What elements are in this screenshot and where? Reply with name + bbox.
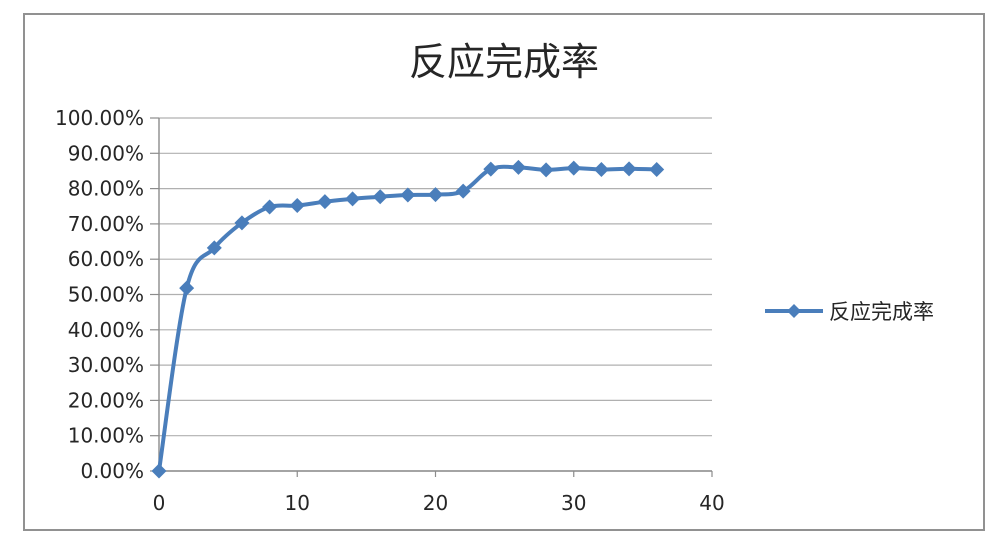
data-point-marker-icon[interactable] xyxy=(566,160,582,176)
x-axis-labels: 0 10 20 30 40 xyxy=(153,491,725,515)
x-tick-label: 0 xyxy=(153,491,166,515)
y-tick-label: 0.00% xyxy=(80,459,144,483)
data-point-marker-icon[interactable] xyxy=(345,191,361,207)
x-tick-label: 20 xyxy=(423,491,448,515)
data-point-marker-icon[interactable] xyxy=(455,183,471,199)
data-point-marker-icon[interactable] xyxy=(593,162,609,178)
data-point-marker-icon[interactable] xyxy=(538,162,554,178)
y-tick-label: 20.00% xyxy=(68,388,144,412)
data-point-marker-icon[interactable] xyxy=(289,198,305,214)
y-tick-label: 100.00% xyxy=(55,106,144,130)
y-tick-label: 70.00% xyxy=(68,212,144,236)
y-tick-label: 80.00% xyxy=(68,177,144,201)
legend-label: 反应完成率 xyxy=(829,300,934,324)
y-tick-label: 40.00% xyxy=(68,318,144,342)
chart-title[interactable]: 反应完成率 xyxy=(409,40,599,84)
data-point-marker-icon[interactable] xyxy=(483,161,499,177)
y-tick-label: 30.00% xyxy=(68,353,144,377)
data-point-marker-icon[interactable] xyxy=(510,159,526,175)
data-point-marker-icon[interactable] xyxy=(206,240,222,256)
x-tick-label: 30 xyxy=(561,491,586,515)
chart-border[interactable] xyxy=(23,13,985,531)
data-point-marker-icon[interactable] xyxy=(400,187,416,203)
data-point-marker-icon[interactable] xyxy=(621,161,637,177)
line-chart: 反应完成率 0.00% 10.00% 20.00% 30.00% 40.00% 50.00%… xyxy=(23,13,985,531)
data-point-marker-icon[interactable] xyxy=(428,187,443,203)
y-tick-label: 60.00% xyxy=(68,247,144,271)
y-tick-label: 90.00% xyxy=(68,141,144,165)
x-tick-label: 10 xyxy=(285,491,310,515)
y-tick-label: 10.00% xyxy=(68,424,144,448)
data-point-marker-icon[interactable] xyxy=(234,215,250,231)
legend[interactable]: 反应完成率 xyxy=(765,300,934,324)
data-point-marker-icon[interactable] xyxy=(151,463,167,479)
series-group xyxy=(151,159,665,479)
y-tick-label: 50.00% xyxy=(68,283,144,307)
data-point-marker-icon[interactable] xyxy=(649,162,665,178)
data-point-marker-icon[interactable] xyxy=(179,280,195,296)
legend-diamond-marker-icon xyxy=(787,304,801,318)
y-axis-labels: 0.00% 10.00% 20.00% 30.00% 40.00% 50.00% 60.00… xyxy=(55,106,144,483)
data-point-marker-icon[interactable] xyxy=(372,189,388,205)
data-point-marker-icon[interactable] xyxy=(262,199,278,215)
x-tick-label: 40 xyxy=(699,491,724,515)
data-point-marker-icon[interactable] xyxy=(317,194,333,210)
